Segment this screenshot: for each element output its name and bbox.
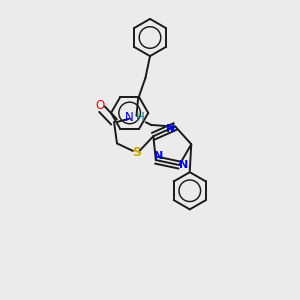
Text: H: H	[136, 111, 145, 124]
Text: S: S	[132, 146, 141, 159]
Text: N: N	[124, 111, 134, 124]
Text: N: N	[167, 124, 176, 134]
Text: O: O	[96, 99, 105, 112]
Text: N: N	[179, 160, 188, 170]
Text: N: N	[154, 151, 164, 161]
